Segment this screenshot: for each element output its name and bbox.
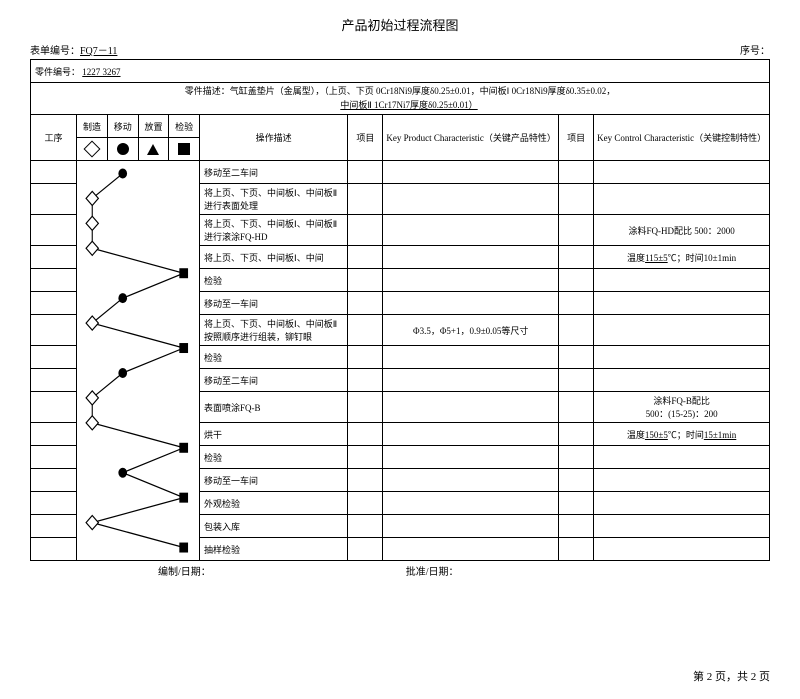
doc-title: 产品初始过程流程图 [30, 15, 770, 34]
op-cell: 移动至二车间 [200, 161, 348, 184]
op-cell: 表面喷涂FQ-B [200, 392, 348, 423]
op-cell: 移动至二车间 [200, 369, 348, 392]
header-row: 工序 制造移动放置检验 操作描述 项目 Key Product Characte… [31, 115, 770, 138]
op-cell: 将上页、下页、中间板Ⅰ、中间 [200, 246, 348, 269]
op-cell: 包装入库 [200, 515, 348, 538]
part-desc-row: 零件描述：气缸盖垫片（金属型），（上页、下页 0Cr18Ni9厚度δ0.25±0… [31, 83, 770, 115]
seq-no: 序号： [740, 42, 770, 57]
op-cell: 检验 [200, 269, 348, 292]
page-info: 第 2 页，共 2 页 [30, 668, 770, 684]
op-cell: 烘干 [200, 423, 348, 446]
op-cell: 检验 [200, 346, 348, 369]
footer: 编制/日期： 批准/日期： [30, 563, 770, 578]
op-cell: 移动至一车间 [200, 292, 348, 315]
op-cell: 抽样检验 [200, 538, 348, 561]
op-cell: 移动至一车间 [200, 469, 348, 492]
op-cell: 将上页、下页、中间板Ⅰ、中间板Ⅱ按照顺序进行组装，铆钉眼 [200, 315, 348, 346]
form-no: 表单编号：FQ7－11 [30, 42, 117, 57]
op-cell: 检验 [200, 446, 348, 469]
op-cell: 外观检验 [200, 492, 348, 515]
part-no-row: 零件编号： 1227 3267 [31, 60, 770, 83]
op-cell: 将上页、下页、中间板Ⅰ、中间板Ⅱ进行滚涂FQ-HD [200, 215, 348, 246]
op-cell: 将上页、下页、中间板Ⅰ、中间板Ⅱ进行表面处理 [200, 184, 348, 215]
table-row: 移动至二车间 [31, 161, 770, 184]
main-table: 零件编号： 1227 3267 零件描述：气缸盖垫片（金属型），（上页、下页 0… [30, 59, 770, 561]
